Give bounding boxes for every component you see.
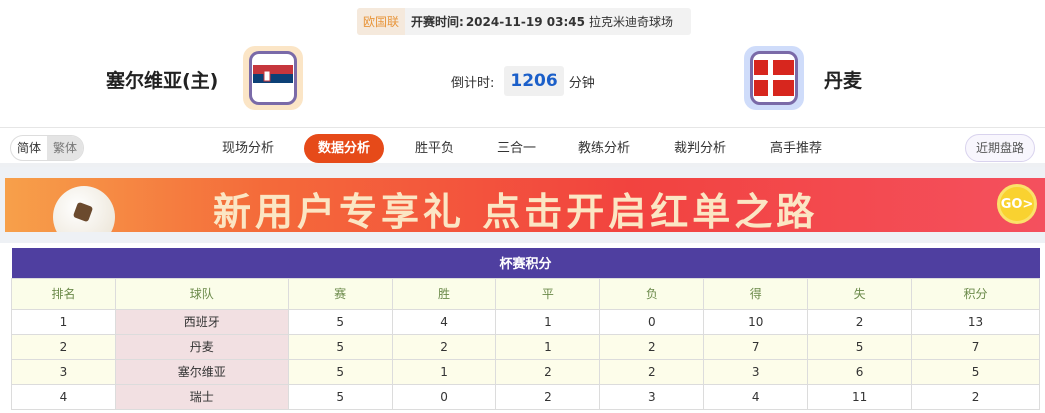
- cell-points: 7: [911, 333, 1040, 360]
- cell-played: 5: [287, 308, 393, 335]
- away-team-name[interactable]: 丹麦: [824, 70, 863, 92]
- tab-referee-analysis[interactable]: 裁判分析: [674, 141, 727, 156]
- recent-trend-button[interactable]: 近期盘路: [964, 134, 1035, 162]
- col-points: 积分: [911, 277, 1040, 310]
- table-title: 杯赛积分: [11, 248, 1040, 278]
- nav-bar: 简体 繁体 现场分析 数据分析 胜平负 三合一 教练分析 裁判分析 高手推荐 近…: [0, 127, 1045, 167]
- col-won: 胜: [391, 277, 497, 310]
- tab-three-in-one[interactable]: 三合一: [497, 141, 537, 156]
- cell-lost: 2: [599, 358, 705, 385]
- cell-won: 2: [391, 333, 497, 360]
- cell-lost: 3: [599, 383, 705, 410]
- col-drawn: 平: [495, 277, 601, 310]
- cell-won: 0: [391, 383, 497, 410]
- soccer-ball-icon: [53, 186, 115, 232]
- cell-goals-for: 3: [703, 358, 809, 385]
- countdown-unit: 分钟: [568, 75, 595, 91]
- lang-traditional[interactable]: 繁体: [47, 136, 84, 160]
- cell-drawn: 1: [495, 333, 601, 360]
- cell-points: 2: [911, 383, 1040, 410]
- home-team-logo[interactable]: [243, 46, 303, 110]
- league-label[interactable]: 欧国联: [357, 8, 406, 35]
- serbia-flag-icon: [249, 51, 297, 105]
- countdown-value: 1206: [504, 66, 564, 96]
- cell-rank: 2: [11, 333, 116, 360]
- denmark-flag-icon: [750, 51, 798, 105]
- table-header-row: 排名 球队 赛 胜 平 负 得 失 积分: [11, 277, 1040, 310]
- cell-goals-for: 10: [703, 308, 809, 335]
- col-lost: 负: [599, 277, 705, 310]
- banner-text: 新用户专享礼 点击开启红单之路: [213, 190, 819, 232]
- cell-played: 5: [287, 358, 393, 385]
- cell-points: 5: [911, 358, 1040, 385]
- countdown: 倒计时: 1206 分钟: [451, 66, 595, 96]
- cell-rank: 3: [11, 358, 116, 385]
- cell-drawn: 1: [495, 308, 601, 335]
- cell-won: 4: [391, 308, 497, 335]
- lang-simplified[interactable]: 简体: [17, 141, 42, 155]
- col-goals-against: 失: [807, 277, 913, 310]
- table-row: 2 丹麦 5 2 1 2 7 5 7: [11, 333, 1040, 360]
- tab-expert-picks[interactable]: 高手推荐: [770, 141, 823, 156]
- countdown-label: 倒计时:: [451, 75, 495, 91]
- cell-goals-for: 4: [703, 383, 809, 410]
- standings-table: 杯赛积分 排名 球队 赛 胜 平 负 得 失 积分 1 西班牙 5 4 1 0 10 2 13 2…: [11, 248, 1040, 410]
- cell-rank: 4: [11, 383, 116, 410]
- cell-points: 13: [911, 308, 1040, 335]
- venue: 拉克米迪奇球场: [588, 15, 673, 29]
- kickoff-label: 开赛时间:: [411, 15, 464, 29]
- away-team-logo[interactable]: [744, 46, 804, 110]
- cell-played: 5: [287, 383, 393, 410]
- cell-goals-for: 7: [703, 333, 809, 360]
- table-row: 4 瑞士 5 0 2 3 4 11 2: [11, 383, 1040, 410]
- cell-team[interactable]: 瑞士: [114, 383, 289, 410]
- tab-win-draw-lose[interactable]: 胜平负: [415, 141, 455, 156]
- tab-live-analysis[interactable]: 现场分析: [222, 141, 275, 156]
- kickoff-time: 2024-11-19 03:45: [465, 14, 585, 29]
- promo-banner[interactable]: 新用户专享礼 点击开启红单之路 GO>: [5, 178, 1045, 232]
- tab-data-analysis[interactable]: 数据分析: [304, 134, 385, 163]
- cell-team[interactable]: 西班牙: [114, 308, 289, 335]
- cell-goals-against: 11: [807, 383, 913, 410]
- cell-rank: 1: [11, 308, 116, 335]
- cell-goals-against: 2: [807, 308, 913, 335]
- table-row: 1 西班牙 5 4 1 0 10 2 13: [11, 308, 1040, 335]
- cell-drawn: 2: [495, 383, 601, 410]
- tab-coach-analysis[interactable]: 教练分析: [578, 141, 631, 156]
- col-team: 球队: [114, 277, 289, 310]
- go-button[interactable]: GO>: [997, 184, 1037, 224]
- home-team-name[interactable]: 塞尔维亚(主): [106, 70, 219, 92]
- cell-played: 5: [287, 333, 393, 360]
- cell-goals-against: 6: [807, 358, 913, 385]
- match-info-bar: 欧国联 开赛时间: 2024-11-19 03:45 拉克米迪奇球场: [357, 8, 691, 35]
- cell-team[interactable]: 塞尔维亚: [114, 358, 289, 385]
- cell-team[interactable]: 丹麦: [114, 333, 289, 360]
- cell-won: 1: [391, 358, 497, 385]
- col-goals-for: 得: [703, 277, 809, 310]
- language-toggle: 简体 繁体: [10, 135, 85, 161]
- cell-lost: 2: [599, 333, 705, 360]
- cell-goals-against: 5: [807, 333, 913, 360]
- col-rank: 排名: [11, 277, 116, 310]
- col-played: 赛: [287, 277, 393, 310]
- table-row: 3 塞尔维亚 5 1 2 2 3 6 5: [11, 358, 1040, 385]
- cell-drawn: 2: [495, 358, 601, 385]
- cell-lost: 0: [599, 308, 705, 335]
